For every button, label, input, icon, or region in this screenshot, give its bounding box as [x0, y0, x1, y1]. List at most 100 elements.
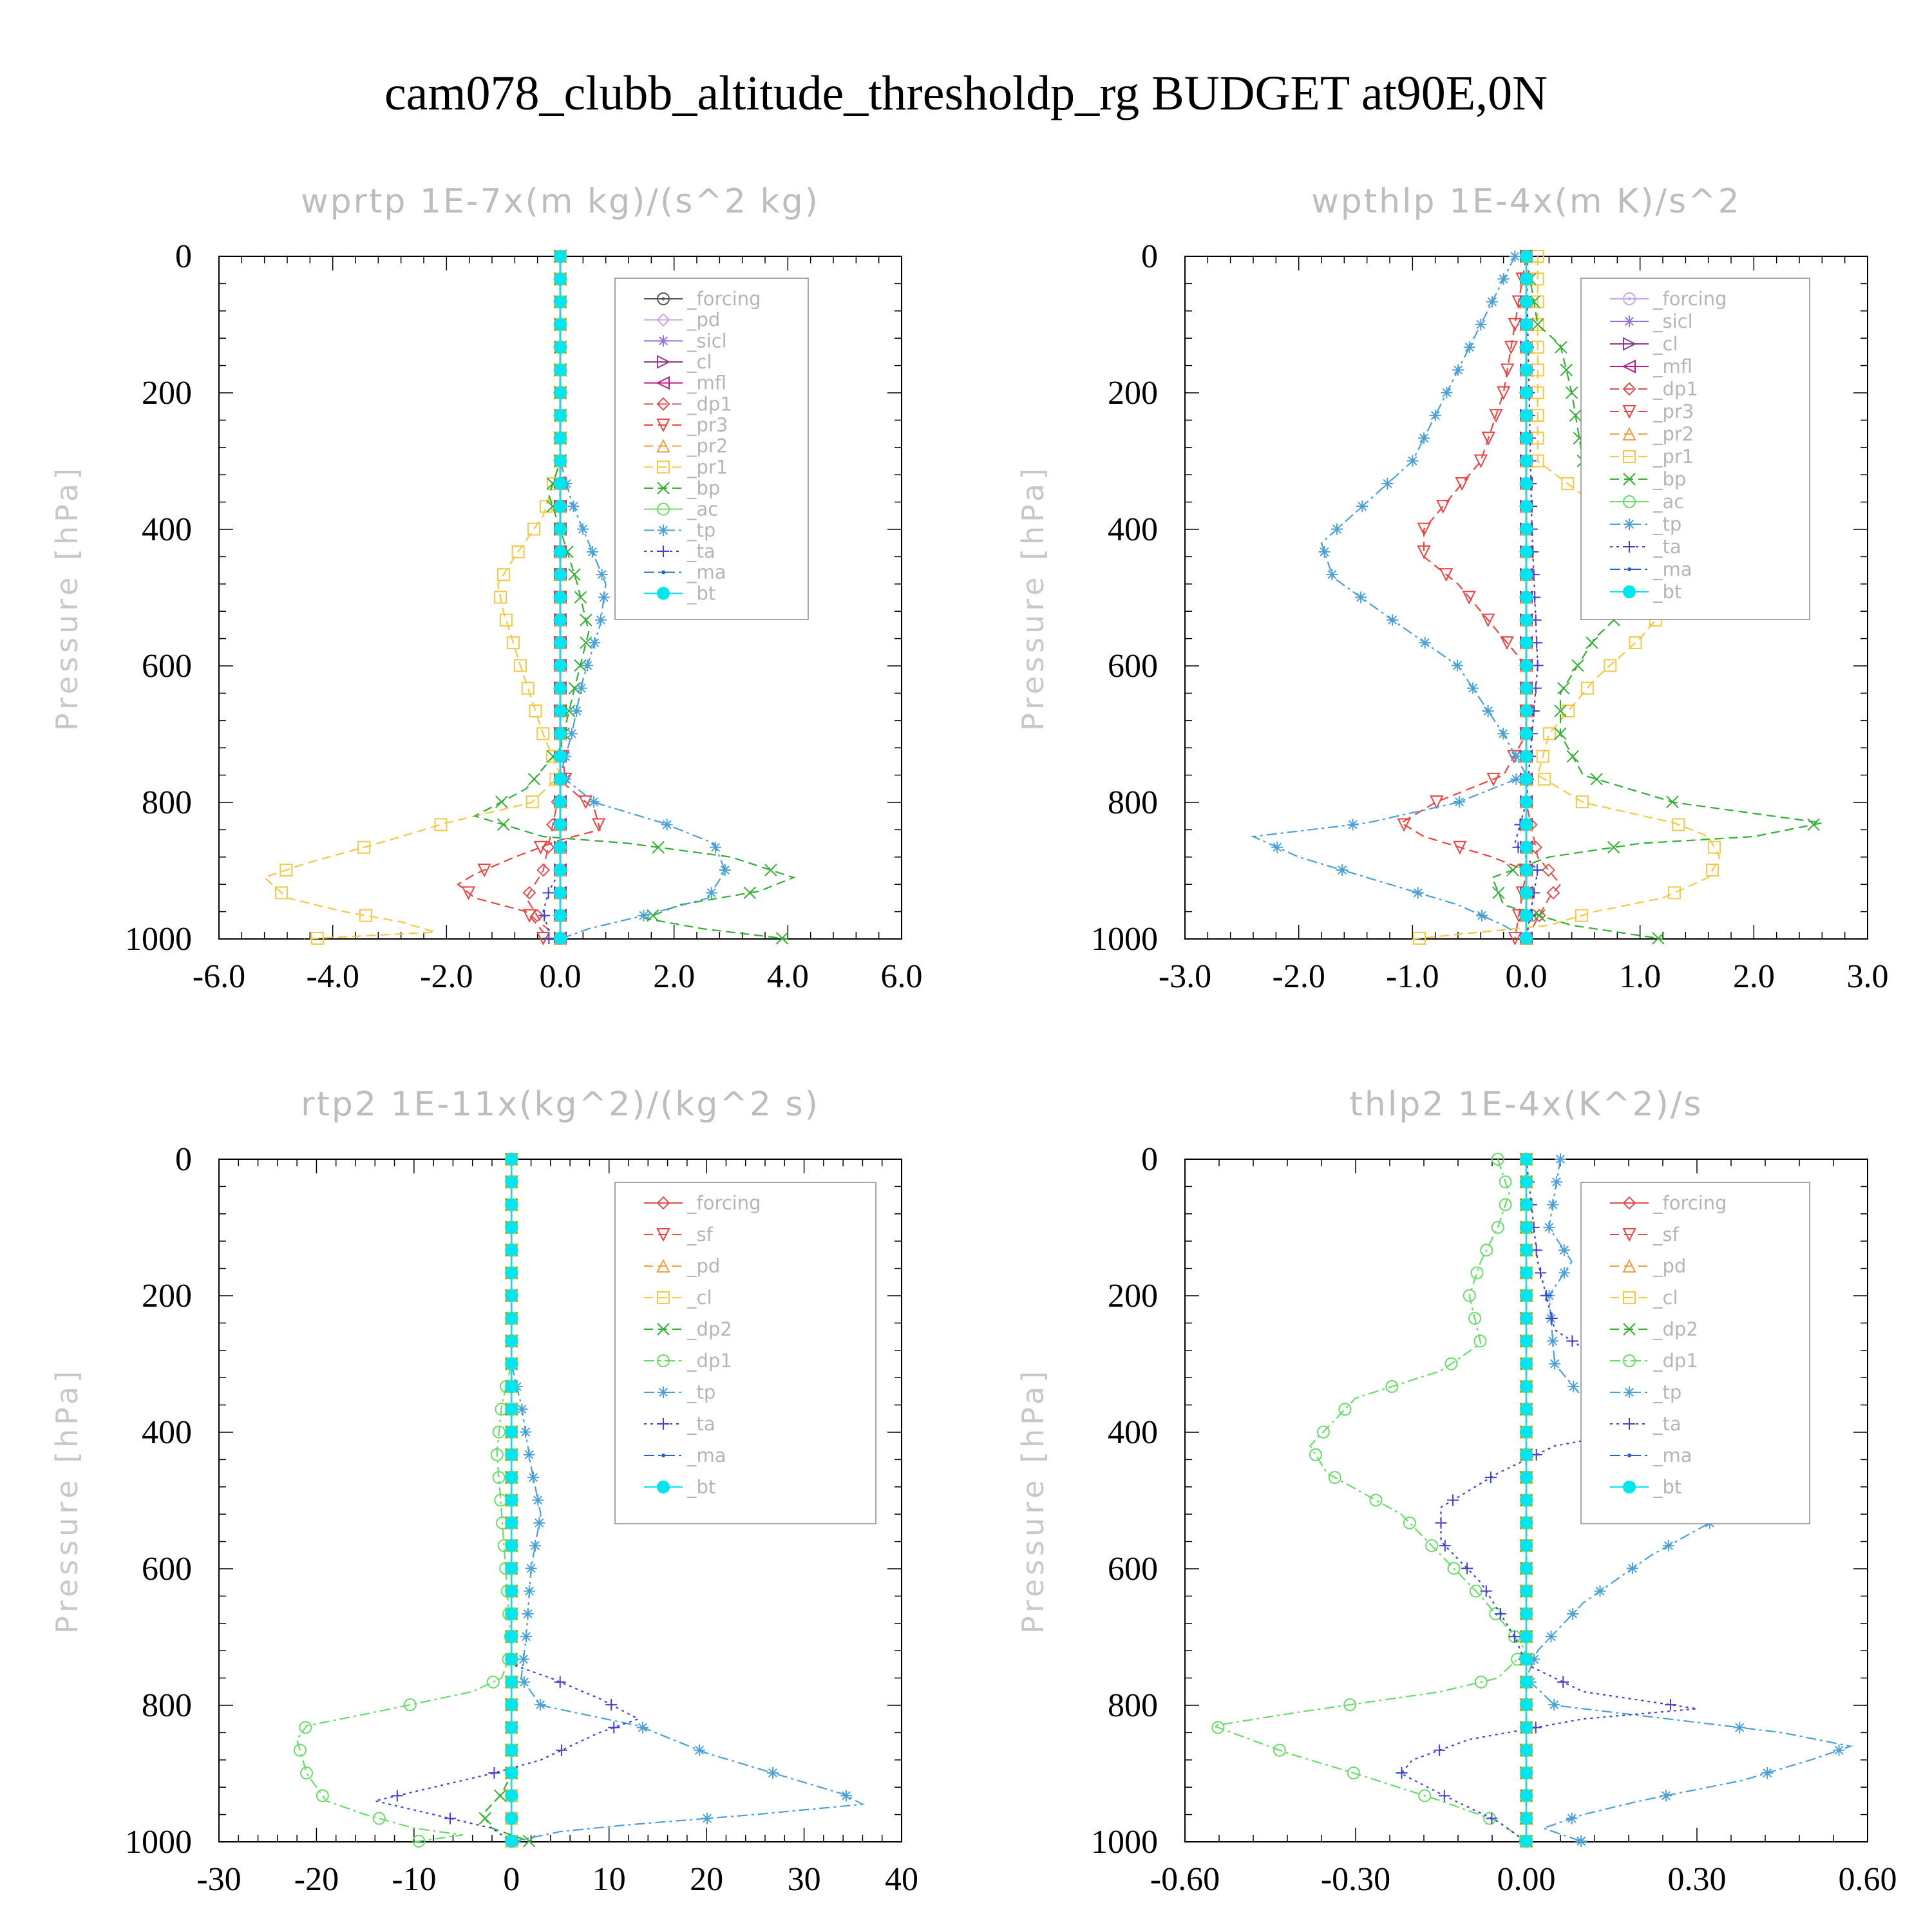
data-point	[1520, 1357, 1533, 1370]
data-point	[536, 727, 550, 741]
data-point	[605, 1699, 618, 1711]
legend-entry: _dp2	[644, 1318, 732, 1340]
data-point	[505, 1312, 518, 1325]
legend-marker	[1623, 473, 1636, 486]
data-point	[1652, 932, 1665, 945]
data-point	[568, 681, 581, 695]
legend-marker	[657, 1323, 670, 1336]
legend-entry: _ac	[644, 498, 718, 520]
data-point	[1520, 727, 1533, 741]
data-point	[554, 272, 567, 286]
legend-marker	[656, 1196, 670, 1210]
legend-entry: _dp1	[1610, 1350, 1698, 1372]
y-tick-label: 400	[142, 1414, 192, 1451]
data-point	[1211, 1721, 1225, 1734]
data-point	[505, 1562, 518, 1575]
data-point	[1347, 1766, 1360, 1780]
data-point	[520, 1426, 532, 1438]
x-tick-label: -2.0	[420, 958, 473, 995]
data-point	[506, 636, 520, 650]
legend-marker	[656, 1258, 670, 1273]
data-point	[1453, 840, 1467, 855]
data-point	[1555, 1153, 1566, 1165]
series-markers	[1271, 251, 1531, 944]
legend-entry: _tp	[644, 1381, 715, 1403]
data-point	[299, 1721, 312, 1734]
data-point	[1554, 705, 1567, 717]
data-point	[1520, 1198, 1533, 1211]
data-point	[1475, 318, 1487, 330]
legend-label: _pr3	[687, 414, 728, 436]
series-tp	[1250, 251, 1531, 944]
legend-label: _dp1	[1653, 378, 1698, 400]
legend-label: _forcing	[687, 1192, 761, 1214]
legend-label: _cl	[1653, 1287, 1678, 1309]
legend-label: _ma	[687, 562, 726, 583]
data-point	[505, 1698, 518, 1712]
data-point	[1542, 727, 1556, 741]
data-point	[1492, 886, 1505, 900]
data-point	[505, 1766, 518, 1780]
x-tick-label: 2.0	[653, 958, 695, 995]
data-point	[495, 795, 508, 808]
legend-label: _tp	[1653, 1381, 1681, 1403]
data-point	[586, 545, 598, 558]
legend-label: _ac	[687, 498, 718, 520]
x-tick-label: -2.0	[1273, 958, 1325, 995]
legend-entry: _pr2	[644, 435, 728, 457]
data-point	[520, 1631, 533, 1643]
x-tick-label: 0.60	[1839, 1861, 1897, 1898]
data-point	[582, 659, 594, 672]
data-point	[1520, 1766, 1533, 1780]
data-point	[1331, 523, 1343, 535]
data-point	[1734, 1721, 1746, 1734]
data-point	[1520, 568, 1533, 582]
data-point	[1520, 750, 1533, 763]
data-point	[1418, 1789, 1432, 1803]
data-point	[505, 1266, 518, 1280]
legend-label: _dp1	[1653, 1350, 1698, 1372]
data-point	[505, 1630, 518, 1643]
data-point	[1491, 1220, 1504, 1234]
data-point	[1520, 1244, 1533, 1257]
data-point	[538, 909, 551, 922]
data-point	[575, 682, 587, 694]
data-point	[513, 659, 527, 672]
data-point	[1833, 1744, 1845, 1756]
data-point	[598, 591, 610, 603]
series-pr1	[263, 250, 567, 945]
data-point	[571, 705, 583, 717]
series-line	[1210, 1159, 1528, 1842]
data-point	[580, 614, 592, 627]
data-point	[1508, 317, 1522, 332]
x-tick-label: 2.0	[1733, 958, 1775, 995]
series-bt	[505, 1153, 518, 1848]
legend-marker	[1623, 1291, 1636, 1304]
data-point	[529, 704, 542, 717]
legend-label: _dp1	[687, 1350, 732, 1372]
x-tick-label: 0.30	[1668, 1861, 1727, 1898]
legend-label: _ac	[1653, 491, 1684, 513]
data-point	[316, 1789, 329, 1803]
data-point	[1706, 864, 1719, 877]
legend-entry: _ta	[644, 1413, 715, 1435]
data-point	[1486, 1812, 1498, 1824]
data-point	[1403, 1516, 1416, 1530]
data-point	[1672, 818, 1685, 831]
data-point	[1491, 1153, 1504, 1166]
data-point	[505, 1403, 518, 1416]
data-point	[494, 1789, 507, 1803]
data-point	[516, 1403, 528, 1416]
data-point	[554, 386, 567, 399]
data-point	[412, 1834, 426, 1848]
legend-marker	[656, 419, 670, 433]
data-point	[505, 1334, 518, 1348]
data-point	[1520, 1403, 1533, 1416]
data-point	[1441, 386, 1453, 399]
data-point	[1543, 1221, 1555, 1233]
data-point	[1355, 591, 1367, 603]
data-point	[554, 500, 567, 513]
data-point	[1558, 1267, 1571, 1279]
legend-entry: _ma	[1610, 558, 1692, 580]
data-point	[1520, 1493, 1533, 1507]
